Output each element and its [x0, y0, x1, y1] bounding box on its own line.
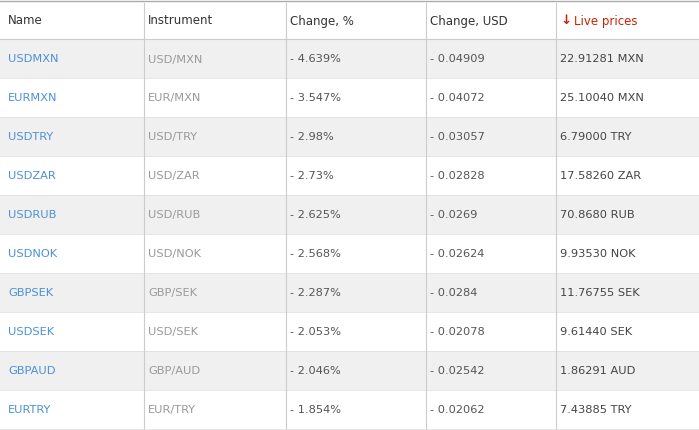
Text: ↓: ↓ — [560, 15, 571, 28]
Text: USD/MXN: USD/MXN — [148, 54, 203, 64]
Text: USD/TRY: USD/TRY — [148, 132, 197, 142]
Text: - 4.639%: - 4.639% — [290, 54, 341, 64]
Text: 7.43885 TRY: 7.43885 TRY — [560, 405, 631, 415]
Bar — [0, 157, 699, 196]
Text: 70.8680 RUB: 70.8680 RUB — [560, 210, 635, 220]
Text: Change, %: Change, % — [290, 15, 354, 28]
Text: USDRUB: USDRUB — [8, 210, 57, 220]
Text: 1.86291 AUD: 1.86291 AUD — [560, 366, 635, 376]
Text: - 0.03057: - 0.03057 — [430, 132, 485, 142]
Text: - 0.0269: - 0.0269 — [430, 210, 477, 220]
Bar — [0, 40, 699, 79]
Text: GBPAUD: GBPAUD — [8, 366, 55, 376]
Text: Instrument: Instrument — [148, 15, 213, 28]
Text: GBP/AUD: GBP/AUD — [148, 366, 200, 376]
Text: USD/ZAR: USD/ZAR — [148, 171, 200, 181]
Text: EURMXN: EURMXN — [8, 93, 57, 103]
Text: - 1.854%: - 1.854% — [290, 405, 341, 415]
Text: - 0.02624: - 0.02624 — [430, 249, 484, 259]
Text: - 2.73%: - 2.73% — [290, 171, 333, 181]
Bar — [0, 196, 699, 234]
Text: - 2.98%: - 2.98% — [290, 132, 333, 142]
Text: - 2.053%: - 2.053% — [290, 327, 341, 337]
Bar — [0, 79, 699, 118]
Text: EURTRY: EURTRY — [8, 405, 51, 415]
Bar — [0, 118, 699, 157]
Text: - 2.568%: - 2.568% — [290, 249, 341, 259]
Text: USDTRY: USDTRY — [8, 132, 53, 142]
Text: USDSEK: USDSEK — [8, 327, 54, 337]
Text: - 0.02062: - 0.02062 — [430, 405, 484, 415]
Text: - 3.547%: - 3.547% — [290, 93, 341, 103]
Bar — [0, 234, 699, 273]
Text: - 0.02828: - 0.02828 — [430, 171, 484, 181]
Bar — [0, 351, 699, 390]
Text: USD/RUB: USD/RUB — [148, 210, 200, 220]
Text: 6.79000 TRY: 6.79000 TRY — [560, 132, 631, 142]
Bar — [0, 390, 699, 429]
Text: USDZAR: USDZAR — [8, 171, 56, 181]
Text: USDMXN: USDMXN — [8, 54, 59, 64]
Text: USDNOK: USDNOK — [8, 249, 57, 259]
Text: - 2.625%: - 2.625% — [290, 210, 340, 220]
Text: - 0.04909: - 0.04909 — [430, 54, 484, 64]
Text: 22.91281 MXN: 22.91281 MXN — [560, 54, 644, 64]
Text: - 0.02542: - 0.02542 — [430, 366, 484, 376]
Text: GBP/SEK: GBP/SEK — [148, 288, 197, 298]
Text: 9.61440 SEK: 9.61440 SEK — [560, 327, 632, 337]
Text: EUR/MXN: EUR/MXN — [148, 93, 201, 103]
Text: - 0.04072: - 0.04072 — [430, 93, 484, 103]
Text: 25.10040 MXN: 25.10040 MXN — [560, 93, 644, 103]
Text: EUR/TRY: EUR/TRY — [148, 405, 196, 415]
Text: 17.58260 ZAR: 17.58260 ZAR — [560, 171, 641, 181]
Text: USD/NOK: USD/NOK — [148, 249, 201, 259]
Text: - 2.046%: - 2.046% — [290, 366, 340, 376]
Bar — [0, 312, 699, 351]
Text: - 0.0284: - 0.0284 — [430, 288, 477, 298]
Text: Change, USD: Change, USD — [430, 15, 507, 28]
Text: Name: Name — [8, 15, 43, 28]
Text: - 0.02078: - 0.02078 — [430, 327, 484, 337]
Text: 9.93530 NOK: 9.93530 NOK — [560, 249, 635, 259]
Text: - 2.287%: - 2.287% — [290, 288, 341, 298]
Text: USD/SEK: USD/SEK — [148, 327, 198, 337]
Text: Live prices: Live prices — [574, 15, 637, 28]
Bar — [0, 273, 699, 312]
Text: GBPSEK: GBPSEK — [8, 288, 53, 298]
Text: 11.76755 SEK: 11.76755 SEK — [560, 288, 640, 298]
